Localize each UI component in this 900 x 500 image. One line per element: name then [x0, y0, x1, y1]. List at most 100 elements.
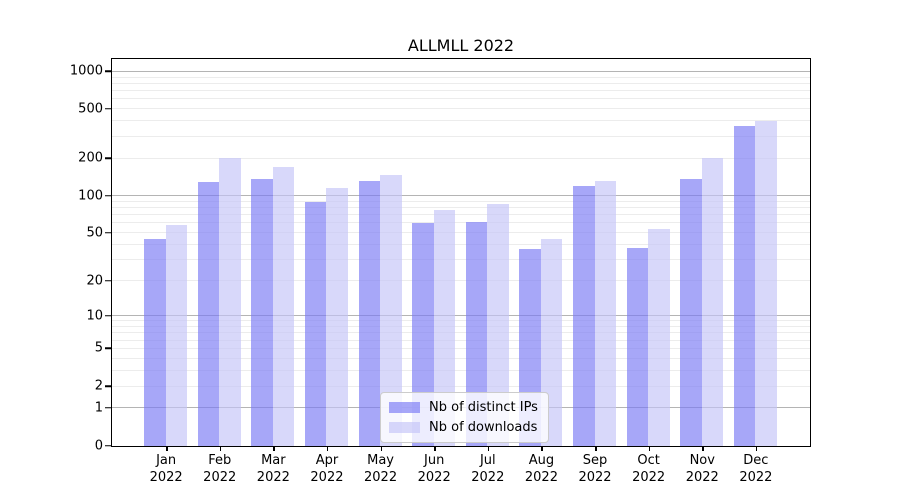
- minor-gridline: [112, 98, 810, 100]
- y-tick-label: 50: [86, 225, 103, 241]
- minor-gridline: [112, 76, 810, 78]
- legend: Nb of distinct IPs Nb of downloads: [380, 392, 549, 443]
- minor-gridline: [112, 108, 810, 110]
- minor-gridline: [112, 332, 810, 334]
- x-tick-label: Apr 2022: [310, 453, 344, 485]
- bar-nov-downloads: [701, 157, 724, 446]
- legend-swatch-downloads-icon: [389, 422, 420, 433]
- bar-jun-distinct-ips: [412, 223, 434, 446]
- minor-gridline: [112, 232, 810, 234]
- x-tick-label: May 2022: [364, 453, 398, 485]
- minor-gridline: [112, 259, 810, 261]
- x-tick-mark: [380, 445, 383, 451]
- x-tick-label: Nov 2022: [685, 453, 719, 485]
- bar-may-downloads: [380, 175, 402, 446]
- bar-jul-downloads: [487, 203, 509, 446]
- bar-mar-downloads: [272, 167, 295, 446]
- bar-jun-downloads: [433, 210, 456, 446]
- minor-gridline: [112, 200, 810, 202]
- bar-mar-distinct-ips: [251, 179, 273, 446]
- minor-gridline: [112, 90, 810, 92]
- bar-may-distinct-ips: [358, 181, 381, 446]
- minor-gridline: [112, 135, 810, 137]
- x-tick-label: Dec 2022: [739, 453, 773, 485]
- y-tick-label: 10: [86, 308, 103, 324]
- y-tick-mark: [105, 407, 111, 409]
- y-tick-mark: [105, 444, 111, 447]
- y-tick-label: 20: [86, 273, 103, 289]
- bar-sep-downloads: [594, 181, 616, 446]
- y-tick-mark: [105, 385, 111, 387]
- x-tick-label: Feb 2022: [203, 453, 237, 485]
- minor-gridline: [112, 339, 810, 341]
- major-gridline: [112, 70, 810, 72]
- x-tick-mark: [166, 445, 168, 451]
- legend-label-distinct-ips: Nb of distinct IPs: [429, 400, 538, 415]
- x-tick-mark: [702, 445, 704, 451]
- bar-oct-distinct-ips: [626, 247, 649, 446]
- x-tick-mark: [273, 445, 275, 451]
- y-tick-label: 5: [94, 340, 103, 356]
- minor-gridline: [112, 347, 810, 349]
- bar-dec-distinct-ips: [733, 125, 756, 446]
- y-tick-mark: [105, 347, 111, 350]
- x-tick-label: Aug 2022: [524, 453, 558, 485]
- minor-gridline: [112, 243, 810, 245]
- x-tick-label: Jul 2022: [471, 453, 505, 485]
- plot-area: [111, 58, 811, 447]
- x-tick-mark: [326, 445, 329, 451]
- y-tick-label: 0: [94, 438, 103, 453]
- minor-gridline: [112, 369, 810, 371]
- y-tick-mark: [105, 194, 111, 197]
- x-tick-mark: [648, 445, 651, 451]
- bar-feb-distinct-ips: [197, 181, 220, 446]
- minor-gridline: [112, 222, 810, 224]
- major-gridline: [112, 195, 810, 197]
- bar-sep-distinct-ips: [573, 185, 595, 446]
- bar-apr-downloads: [326, 188, 348, 446]
- y-tick-mark: [105, 157, 111, 160]
- x-tick-label: Jun 2022: [417, 453, 451, 485]
- legend-swatch-distinct-ips-icon: [389, 402, 420, 413]
- x-tick-label: Mar 2022: [256, 453, 290, 485]
- x-tick-mark: [595, 445, 597, 451]
- x-tick-mark: [755, 445, 758, 451]
- minor-gridline: [112, 82, 810, 84]
- x-tick-mark: [219, 445, 222, 451]
- y-tick-label: 200: [78, 150, 103, 166]
- x-tick-label: Oct 2022: [632, 453, 666, 485]
- minor-gridline: [112, 320, 810, 322]
- y-tick-mark: [105, 70, 111, 73]
- bar-apr-distinct-ips: [305, 202, 327, 446]
- x-tick-mark: [541, 445, 543, 451]
- chart-title: ALLMLL 2022: [407, 36, 515, 55]
- bar-jan-distinct-ips: [144, 238, 166, 446]
- y-tick-label: 1: [94, 400, 103, 416]
- bar-jan-downloads: [165, 225, 188, 446]
- minor-gridline: [112, 120, 810, 122]
- y-tick-mark: [105, 279, 111, 282]
- y-tick-mark: [105, 231, 111, 234]
- y-tick-label: 500: [78, 101, 103, 117]
- x-tick-label: Jan 2022: [149, 453, 183, 485]
- legend-label-downloads: Nb of downloads: [429, 420, 538, 435]
- y-tick-label: 2: [94, 378, 103, 394]
- bar-nov-distinct-ips: [680, 178, 702, 446]
- y-tick-label: 1000: [69, 63, 103, 79]
- minor-gridline: [112, 207, 810, 209]
- minor-gridline: [112, 280, 810, 282]
- legend-row-distinct-ips: Nb of distinct IPs: [389, 400, 538, 415]
- bar-oct-downloads: [648, 228, 670, 446]
- x-tick-mark: [434, 445, 436, 451]
- legend-row-downloads: Nb of downloads: [389, 420, 538, 435]
- bar-dec-downloads: [755, 121, 777, 446]
- x-tick-label: Sep 2022: [578, 453, 612, 485]
- major-gridline: [112, 315, 810, 317]
- bar-feb-downloads: [219, 158, 241, 446]
- bar-jul-distinct-ips: [465, 221, 488, 446]
- y-tick-mark: [105, 108, 111, 110]
- minor-gridline: [112, 357, 810, 359]
- minor-gridline: [112, 157, 810, 159]
- y-tick-label: 100: [78, 188, 103, 204]
